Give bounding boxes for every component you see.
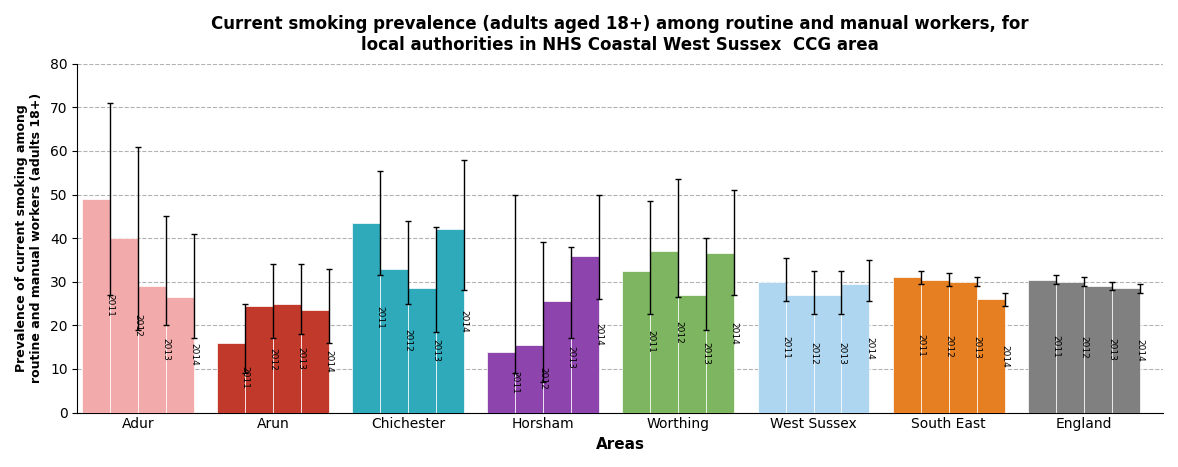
Bar [893, 277, 921, 412]
Text: 2012: 2012 [133, 314, 143, 337]
Bar [948, 282, 977, 412]
Bar [408, 288, 436, 412]
Text: 2013: 2013 [567, 346, 576, 368]
Bar [166, 297, 194, 412]
Bar [707, 254, 734, 412]
Text: 2011: 2011 [511, 371, 519, 394]
Bar [543, 301, 571, 412]
Bar [138, 286, 166, 412]
Text: 2012: 2012 [538, 368, 548, 390]
Bar [82, 199, 110, 412]
Bar [921, 280, 948, 412]
Title: Current smoking prevalence (adults aged 18+) among routine and manual workers, f: Current smoking prevalence (adults aged … [211, 15, 1028, 54]
Text: 2013: 2013 [838, 342, 846, 365]
Text: 2011: 2011 [240, 366, 250, 389]
Text: 2013: 2013 [431, 339, 441, 362]
Y-axis label: Prevalence of current smoking among
routine and manual workers (adults 18+): Prevalence of current smoking among rout… [15, 93, 44, 383]
Bar [814, 295, 841, 412]
Text: 2011: 2011 [1051, 335, 1060, 358]
Bar [488, 352, 515, 412]
Bar [1055, 282, 1084, 412]
Text: 2012: 2012 [674, 320, 683, 343]
Bar [1028, 280, 1055, 412]
Text: 2011: 2011 [646, 330, 655, 353]
Text: 2014: 2014 [865, 337, 874, 360]
Bar [515, 345, 543, 412]
Text: 2011: 2011 [916, 333, 925, 356]
Text: 2011: 2011 [781, 336, 790, 359]
Bar [977, 299, 1005, 412]
X-axis label: Areas: Areas [596, 437, 644, 452]
Bar [436, 229, 464, 412]
Bar [571, 255, 600, 412]
Bar [273, 304, 300, 412]
Bar [622, 271, 650, 412]
Text: 2012: 2012 [1079, 336, 1088, 359]
Text: 2011: 2011 [105, 294, 114, 317]
Text: 2013: 2013 [1107, 338, 1117, 361]
Text: 2014: 2014 [595, 323, 603, 346]
Bar [300, 310, 329, 412]
Bar [757, 282, 786, 412]
Bar [786, 295, 814, 412]
Bar [110, 238, 138, 412]
Text: 2014: 2014 [1000, 345, 1010, 367]
Text: 2013: 2013 [161, 338, 171, 361]
Text: 2014: 2014 [730, 322, 739, 344]
Bar [841, 284, 869, 412]
Bar [352, 223, 380, 412]
Text: 2014: 2014 [190, 343, 198, 366]
Text: 2012: 2012 [809, 342, 818, 365]
Text: 2014: 2014 [324, 350, 333, 373]
Text: 2012: 2012 [404, 329, 412, 352]
Bar [1084, 286, 1112, 412]
Bar [217, 343, 245, 412]
Text: 2011: 2011 [376, 306, 385, 329]
Text: 2014: 2014 [1136, 339, 1144, 362]
Text: 2013: 2013 [702, 342, 710, 365]
Bar [245, 306, 273, 412]
Bar [1112, 288, 1139, 412]
Bar [650, 251, 679, 412]
Text: 2012: 2012 [269, 348, 278, 370]
Bar [679, 295, 707, 412]
Bar [380, 269, 408, 412]
Text: 2014: 2014 [459, 310, 469, 333]
Text: 2012: 2012 [944, 335, 953, 357]
Text: 2013: 2013 [297, 347, 305, 369]
Text: 2013: 2013 [972, 336, 981, 359]
